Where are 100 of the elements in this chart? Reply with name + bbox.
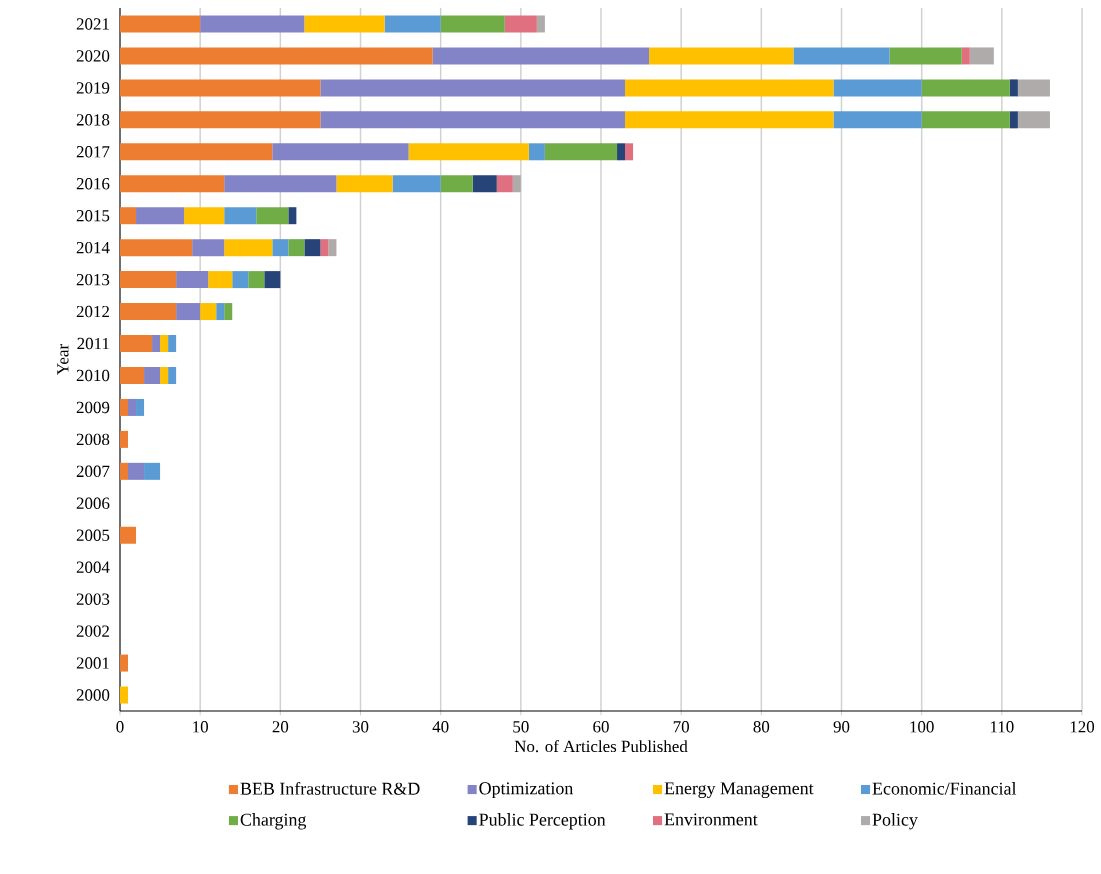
bar (969, 47, 994, 65)
bar (833, 79, 922, 97)
bar (152, 335, 161, 353)
legend-label: Public Perception (479, 813, 606, 830)
bar (136, 207, 185, 225)
bar (833, 111, 922, 129)
bar (384, 15, 441, 33)
bar (224, 303, 233, 321)
y-tick-label: 2005 (76, 529, 110, 541)
bar (1009, 79, 1018, 97)
x-tick-label: 20 (272, 721, 289, 733)
y-tick-label: 2009 (76, 401, 110, 414)
x-tick-label: 40 (432, 721, 449, 733)
bar (544, 143, 618, 161)
bar (168, 335, 177, 353)
y-tick-label: 2012 (76, 305, 109, 318)
y-tick-label: 2018 (76, 114, 110, 126)
y-tick-label: 2000 (76, 689, 110, 701)
legend-label: Optimization (479, 782, 574, 799)
bar (625, 79, 834, 97)
y-tick-label: 2010 (76, 369, 110, 382)
bar (128, 398, 137, 416)
bar (120, 462, 129, 480)
bar (120, 303, 177, 321)
bar (120, 271, 177, 289)
bar (440, 15, 505, 33)
bar (408, 143, 529, 161)
bar (320, 79, 626, 97)
bar (472, 175, 497, 193)
bar (160, 335, 169, 353)
bar (128, 462, 145, 480)
bar (120, 175, 225, 193)
bar (392, 175, 441, 193)
bar (625, 111, 834, 129)
bar (144, 366, 161, 384)
bar (120, 366, 145, 384)
bar (136, 398, 145, 416)
bar (224, 207, 257, 225)
bar (120, 686, 129, 704)
legend-label: Policy (872, 813, 918, 830)
bar (184, 207, 225, 225)
bar (528, 143, 545, 161)
bar (120, 15, 201, 33)
bar (120, 654, 129, 672)
bar (224, 175, 337, 193)
bar (320, 111, 626, 129)
bar (176, 303, 201, 321)
bar (272, 143, 409, 161)
y-axis-title: Year (57, 344, 69, 375)
bar (120, 526, 137, 544)
bar (232, 271, 249, 289)
y-tick-label: 2007 (76, 465, 110, 478)
bar (536, 15, 545, 33)
legend-label: Economic/Financial (872, 782, 1017, 795)
bar (120, 47, 433, 65)
bar (793, 47, 890, 65)
bar (328, 239, 337, 257)
bar (200, 15, 305, 33)
y-tick-label: 2008 (76, 433, 110, 446)
bar (504, 15, 537, 33)
bar (961, 47, 970, 65)
bar (304, 239, 321, 257)
x-tick-label: 90 (833, 721, 850, 733)
bar (160, 366, 169, 384)
bar (617, 143, 626, 161)
y-tick-label: 2003 (76, 593, 110, 605)
y-tick-label: 2016 (76, 178, 110, 190)
bar (288, 207, 297, 225)
y-tick-label: 2014 (76, 241, 110, 254)
y-tick-label: 2017 (76, 146, 110, 158)
legend-label: Energy Management (664, 782, 814, 799)
bar (120, 398, 129, 416)
bar (889, 47, 962, 65)
bar (1017, 79, 1050, 97)
y-tick-label: 2021 (76, 18, 109, 30)
bar (336, 175, 393, 193)
bar (248, 271, 265, 289)
y-tick-label: 2015 (76, 209, 110, 222)
bar (120, 111, 321, 129)
bar (512, 175, 521, 193)
x-tick-label: 30 (352, 721, 369, 733)
legend-label: BEB Infrastructure R&D (240, 781, 420, 795)
bar (120, 207, 137, 225)
bar (440, 175, 473, 193)
y-tick-label: 2020 (76, 50, 110, 62)
bar (288, 239, 305, 257)
x-tick-label: 100 (910, 721, 934, 733)
bar (120, 430, 129, 448)
bar (921, 111, 1010, 129)
x-tick-label: 120 (1070, 721, 1095, 733)
bar (1017, 111, 1050, 129)
bar (200, 303, 217, 321)
bar (168, 366, 177, 384)
x-axis-title: No. of Articles Published (514, 740, 688, 753)
bar (432, 47, 650, 65)
bar (120, 239, 193, 257)
y-tick-label: 2002 (76, 625, 109, 637)
bar (264, 271, 281, 289)
y-tick-label: 2001 (76, 657, 109, 669)
bar (208, 271, 233, 289)
